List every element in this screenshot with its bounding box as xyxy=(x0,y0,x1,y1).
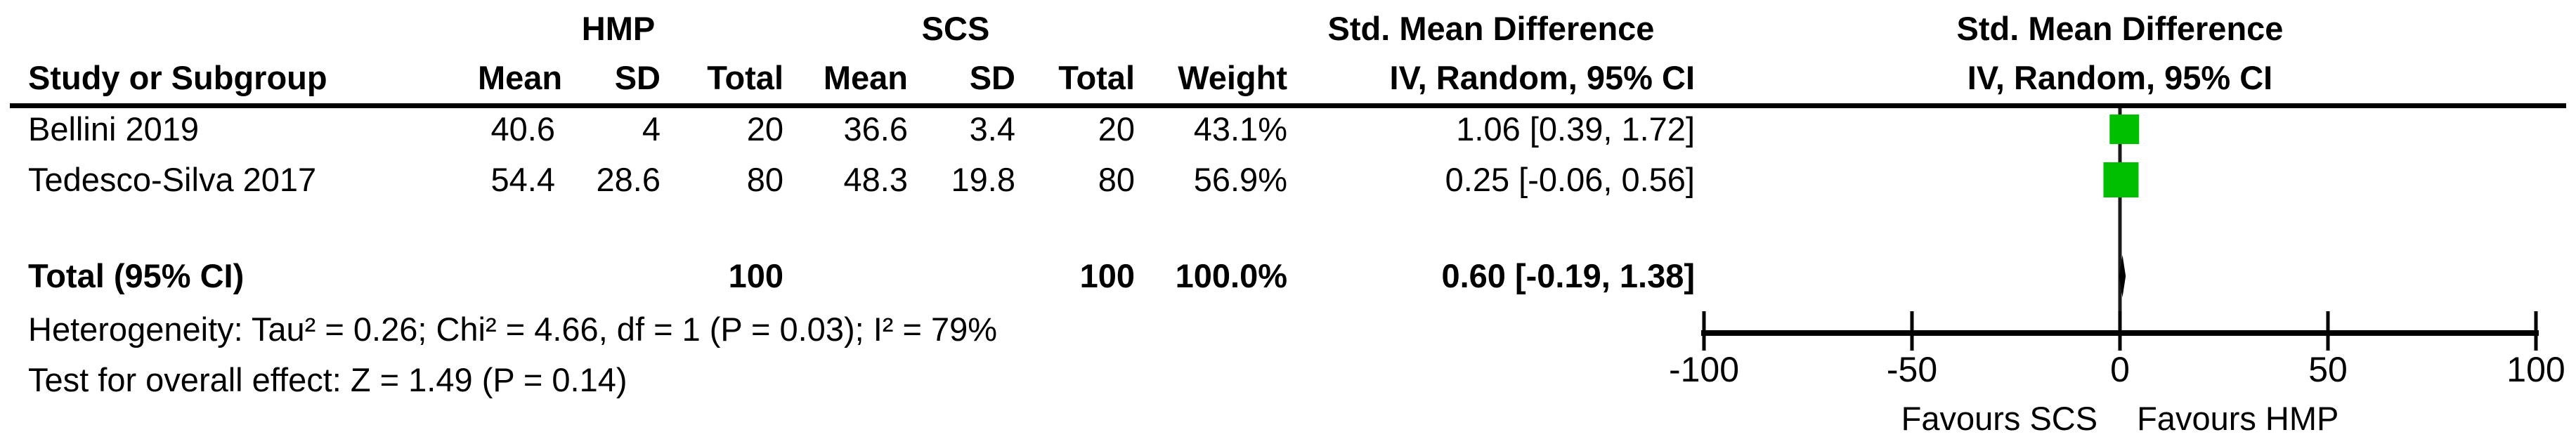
plot-header-line2: IV, Random, 95% CI xyxy=(1967,59,2273,96)
weight-value: 56.9% xyxy=(1193,161,1287,198)
total-weight: 100.0% xyxy=(1175,257,1287,294)
sd-scs-value: 19.8 xyxy=(951,161,1015,198)
axis-tick-label: 100 xyxy=(2506,350,2565,389)
weight-value: 43.1% xyxy=(1193,110,1287,148)
total-scs-sum: 100 xyxy=(1079,257,1135,294)
ci-value: 1.06 [0.39, 1.72] xyxy=(1456,110,1695,148)
header-rule xyxy=(10,103,2566,108)
sd-scs-value: 3.4 xyxy=(969,110,1015,148)
total-hmp-value: 80 xyxy=(746,161,783,198)
favours-labels: Favours SCS Favours HMP xyxy=(1704,400,2536,437)
study-label: Bellini 2019 xyxy=(28,110,200,148)
total-scs-value: 80 xyxy=(1098,161,1135,198)
col-header-total-hmp: Total xyxy=(707,59,783,96)
col-header-weight: Weight xyxy=(1178,59,1287,96)
group-header-scs: SCS xyxy=(921,10,990,47)
col-header-total-scs: Total xyxy=(1058,59,1135,96)
mean-hmp-value: 54.4 xyxy=(490,161,555,198)
axis-tick-label: -50 xyxy=(1887,350,1937,389)
total-hmp-value: 20 xyxy=(746,110,783,148)
col-header-ci: IV, Random, 95% CI xyxy=(1389,59,1695,96)
col-header-mean-hmp: Mean xyxy=(478,59,563,96)
study-marker xyxy=(2103,162,2139,197)
table-row: Bellini 2019 40.6 4 20 36.6 3.4 20 43.1%… xyxy=(28,109,1695,150)
ci-value: 0.25 [-0.06, 0.56] xyxy=(1445,161,1695,198)
favours-left-label: Favours SCS xyxy=(1901,400,2098,437)
col-header-sd-scs: SD xyxy=(969,59,1015,96)
mean-scs-value: 48.3 xyxy=(843,161,908,198)
table-row: Tedesco-Silva 2017 54.4 28.6 80 48.3 19.… xyxy=(28,159,1695,200)
axis-tick-label: 50 xyxy=(2308,350,2348,389)
mean-scs-value: 36.6 xyxy=(843,110,908,148)
total-ci: 0.60 [-0.19, 1.38] xyxy=(1441,257,1695,294)
column-header-row: Study or Subgroup Mean SD Total Mean SD … xyxy=(28,58,1695,98)
col-header-study: Study or Subgroup xyxy=(28,59,327,96)
group-header-hmp: HMP xyxy=(581,10,656,47)
total-row: Total (95% CI) 100 100 100.0% 0.60 [-0.1… xyxy=(28,256,1695,296)
sd-hmp-value: 4 xyxy=(642,110,661,148)
mean-hmp-value: 40.6 xyxy=(490,110,555,148)
col-header-sd-hmp: SD xyxy=(614,59,661,96)
col-header-mean-scs: Mean xyxy=(823,59,908,96)
total-scs-value: 20 xyxy=(1098,110,1135,148)
favours-right-label: Favours HMP xyxy=(2137,400,2339,437)
axis-tick-label: 0 xyxy=(2110,350,2130,389)
axis-tick-label: -100 xyxy=(1669,350,1739,389)
study-label: Tedesco-Silva 2017 xyxy=(28,161,317,198)
sd-hmp-value: 28.6 xyxy=(596,161,661,198)
total-diamond xyxy=(2119,255,2126,297)
overall-effect-text: Test for overall effect: Z = 1.49 (P = 0… xyxy=(28,361,627,398)
total-hmp-sum: 100 xyxy=(728,257,783,294)
heterogeneity-text: Heterogeneity: Tau² = 0.26; Chi² = 4.66,… xyxy=(28,311,998,348)
plot-header-line1: Std. Mean Difference xyxy=(1956,10,2284,47)
study-marker xyxy=(2109,115,2140,144)
effect-header-text: Std. Mean Difference xyxy=(1327,10,1655,47)
total-row-label: Total (95% CI) xyxy=(28,257,245,294)
